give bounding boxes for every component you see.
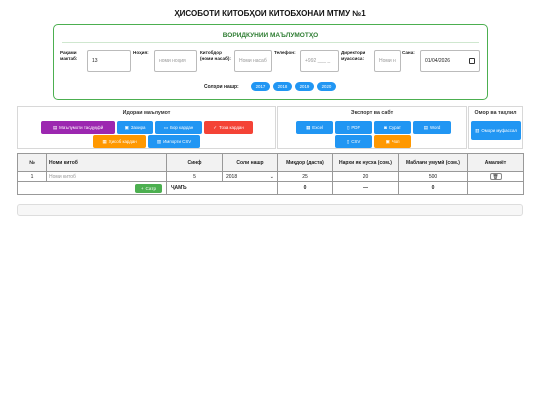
col-header-total: Маблағи умумӣ (сом.) <box>398 153 468 172</box>
quantity-input[interactable]: 25 <box>277 171 333 182</box>
grand-total: 0 <box>398 181 468 195</box>
row-total: 500 <box>398 171 468 182</box>
import-csv-button[interactable]: ▥ Импорти CSV <box>148 135 200 148</box>
broom-icon: ✓ <box>213 124 218 130</box>
page-title: ҲИСОБОТИ КИТОБҲОИ КИТОБХОНАИ МТМУ №1 <box>174 9 366 18</box>
years-label: Солҳои нашр: <box>204 84 239 90</box>
document-icon: ▯ <box>346 124 350 130</box>
chevron-down-icon: ⌄ <box>269 173 274 180</box>
excel-button[interactable]: ▦ Excel <box>296 121 333 134</box>
year-pill-2020[interactable]: 2020 <box>317 82 336 91</box>
total-quantity: 0 <box>277 181 333 195</box>
table-total-row: + Сатр ҶАМЪ 0 — 0 <box>17 181 524 195</box>
stats-heading: Омор ва таҳлил <box>474 110 517 116</box>
grade-input[interactable]: 5 <box>166 171 223 182</box>
export-heading: Экспорт ва сабт <box>350 110 394 116</box>
row-number: 1 <box>17 171 47 182</box>
detailed-stats-button[interactable]: ▥ Омори муфассал <box>471 121 521 140</box>
librarian-label: Китобдор (номи насаб): <box>200 50 231 61</box>
date-value: 01/04/2026 <box>425 58 451 64</box>
print-button[interactable]: ▣ Чоп <box>374 135 411 148</box>
add-row-button[interactable]: + Сатр <box>134 183 162 193</box>
load-button[interactable]: ▭ Бор кардан <box>155 121 202 134</box>
save-icon: ▣ <box>124 124 129 130</box>
school-number-label: Рақами мактаб: <box>60 50 78 61</box>
chart-icon: ▥ <box>475 128 480 133</box>
word-button[interactable]: ▤ Word <box>413 121 451 134</box>
col-header-price: Нархи як нусха (сом.) <box>332 153 399 172</box>
pdf-button[interactable]: ▯ PDF <box>335 121 372 134</box>
col-header-grade: Синф <box>166 153 223 172</box>
year-pill-2019[interactable]: 2019 <box>295 82 314 91</box>
phone-label: Телефон: <box>274 50 296 55</box>
footer-bar <box>17 204 523 216</box>
entry-heading: ВОРИДКУНИИ МАЪЛУМОТҲО <box>222 32 319 39</box>
actions-cell: 🗑 <box>467 171 524 182</box>
book-name-input[interactable]: Номи китоб <box>46 171 167 182</box>
clear-button[interactable]: ✓ Тоза кардан <box>204 121 253 134</box>
year-select-value: 2018 <box>226 173 238 180</box>
table-row: 1 Номи китоб 5 2018 ⌄ 25 20 500 🗑 <box>17 171 524 182</box>
year-select[interactable]: 2018 ⌄ <box>222 171 278 182</box>
col-header-book-name: Номи китоб <box>46 153 167 172</box>
word-icon: ▤ <box>423 124 428 130</box>
date-input[interactable]: 01/04/2026 <box>420 50 480 72</box>
plus-icon: + <box>140 185 144 191</box>
price-input[interactable]: 20 <box>332 171 399 182</box>
table-header-row: № Номи китоб Синф Соли нашр Миқдор (даст… <box>17 153 524 172</box>
date-label: Сана: <box>402 50 415 55</box>
director-input[interactable]: Номи н <box>374 50 401 72</box>
divider <box>62 42 479 43</box>
librarian-input[interactable]: Номи насаб <box>234 50 272 72</box>
calculator-icon: ▦ <box>102 138 107 144</box>
col-header-number: № <box>17 153 47 172</box>
clipboard-icon: ▤ <box>52 124 58 130</box>
save-button[interactable]: ▣ Захира <box>117 121 153 134</box>
verify-button[interactable]: ▤ Маълумоти тасдуқфй <box>41 121 115 134</box>
col-header-actions: Амалиёт <box>467 153 524 172</box>
district-label: Ноҳия: <box>133 50 149 55</box>
phone-input[interactable]: +992 ___ _ <box>300 50 339 72</box>
csv-button[interactable]: ▯ CSV <box>335 135 372 148</box>
col-header-quantity: Миқдор (даста) <box>277 153 333 172</box>
director-label: Директори муассиса: <box>341 50 366 61</box>
empty-cell <box>467 181 524 195</box>
calendar-icon[interactable] <box>469 58 475 64</box>
calculate-button[interactable]: ▦ Ҳисоб кардан <box>93 135 146 148</box>
file-icon: ▯ <box>346 138 350 144</box>
camera-icon: ◙ <box>384 125 387 130</box>
add-row-cell: + Сатр <box>17 181 167 195</box>
total-label: ҶАМЪ <box>166 181 278 195</box>
year-pill-2017[interactable]: 2017 <box>251 82 270 91</box>
printer-icon: ▣ <box>385 138 390 144</box>
col-header-year: Соли нашр <box>222 153 278 172</box>
books-table: № Номи китоб Синф Соли нашр Миқдор (даст… <box>17 153 524 195</box>
trash-icon[interactable]: 🗑 <box>489 173 502 180</box>
school-number-input[interactable]: 13 <box>87 50 131 72</box>
year-pill-2018[interactable]: 2018 <box>273 82 292 91</box>
district-input[interactable]: номи ноҳия <box>154 50 197 72</box>
total-price: — <box>332 181 399 195</box>
upload-icon: ▥ <box>156 138 162 144</box>
data-management-heading: Идораи маълумот <box>122 110 171 116</box>
image-button[interactable]: ◙ Сурат <box>374 121 411 134</box>
folder-icon: ▭ <box>163 124 169 130</box>
spreadsheet-icon: ▦ <box>305 124 311 130</box>
